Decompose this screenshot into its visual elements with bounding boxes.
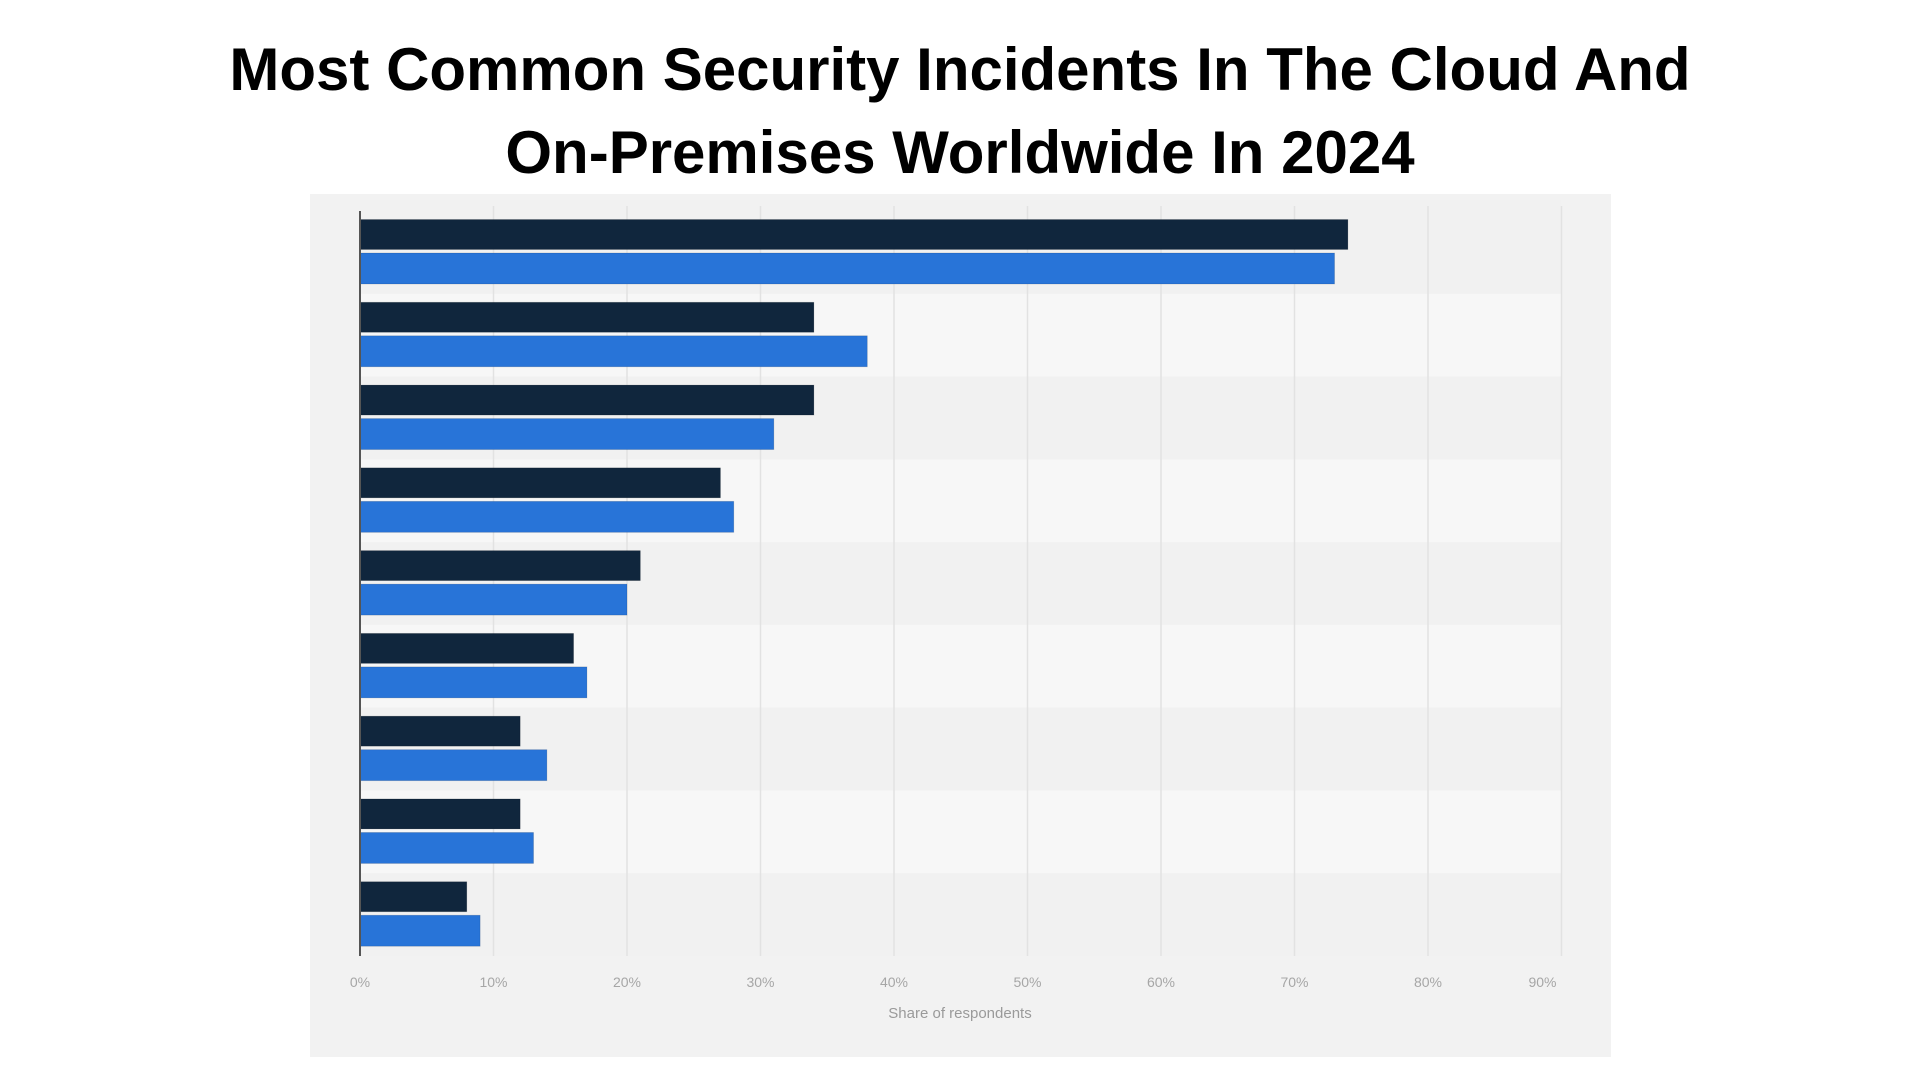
x-axis-title: Share of respondents [888, 1005, 1031, 1022]
bar-series-2 [359, 335, 868, 368]
bar-group [359, 219, 1349, 285]
chart-title-line-1: Most Common Security Incidents In The Cl… [229, 36, 1691, 103]
x-tick-label: 60% [1147, 974, 1175, 990]
bar-series-1 [359, 550, 641, 582]
bar-group [359, 798, 534, 864]
bar-series-1 [359, 715, 521, 747]
x-tick-labels: 0% 10% 20% 30% 40% 50% 60% 70% 80% 90% [350, 974, 1557, 990]
row-band [360, 707, 1562, 791]
bar-group [359, 550, 641, 616]
bar-series-1 [359, 219, 1349, 250]
bar-series-2 [359, 418, 775, 450]
row-bands [360, 200, 1562, 956]
x-tick-label: 10% [479, 974, 507, 990]
bar-series-2 [359, 583, 628, 616]
row-band [360, 790, 1562, 874]
bar-group [359, 881, 481, 947]
chart-title-line-2: On-Premises Worldwide In 2024 [505, 119, 1415, 186]
bar-group [359, 632, 588, 699]
bar-series-1 [359, 467, 721, 499]
chart-title: Most Common Security Incidents In The Cl… [0, 28, 1920, 194]
bar-series-2 [359, 500, 735, 533]
bar-group [359, 301, 868, 368]
bar-series-1 [359, 798, 521, 830]
bar-series-2 [359, 252, 1335, 285]
x-tick-label: 90% [1528, 974, 1556, 990]
bar-group [359, 384, 815, 450]
x-tick-label: 0% [350, 974, 370, 990]
x-tick-label: 20% [613, 974, 641, 990]
bar-group [359, 467, 735, 533]
bar-group [359, 715, 548, 782]
bar-series-2 [359, 914, 481, 947]
x-tick-label: 80% [1414, 974, 1442, 990]
x-tick-label: 70% [1280, 974, 1308, 990]
bar-series-1 [359, 301, 815, 333]
row-band [360, 873, 1562, 956]
bar-series-2 [359, 666, 588, 699]
bar-series-2 [359, 832, 534, 864]
bars [359, 219, 1349, 947]
x-tick-label: 30% [746, 974, 774, 990]
bar-series-1 [359, 384, 815, 416]
x-tick-label: 40% [880, 974, 908, 990]
x-tick-label: 50% [1013, 974, 1041, 990]
bar-series-1 [359, 632, 575, 664]
bar-series-1 [359, 881, 468, 913]
bar-series-2 [359, 749, 548, 782]
gridlines [492, 206, 1563, 956]
